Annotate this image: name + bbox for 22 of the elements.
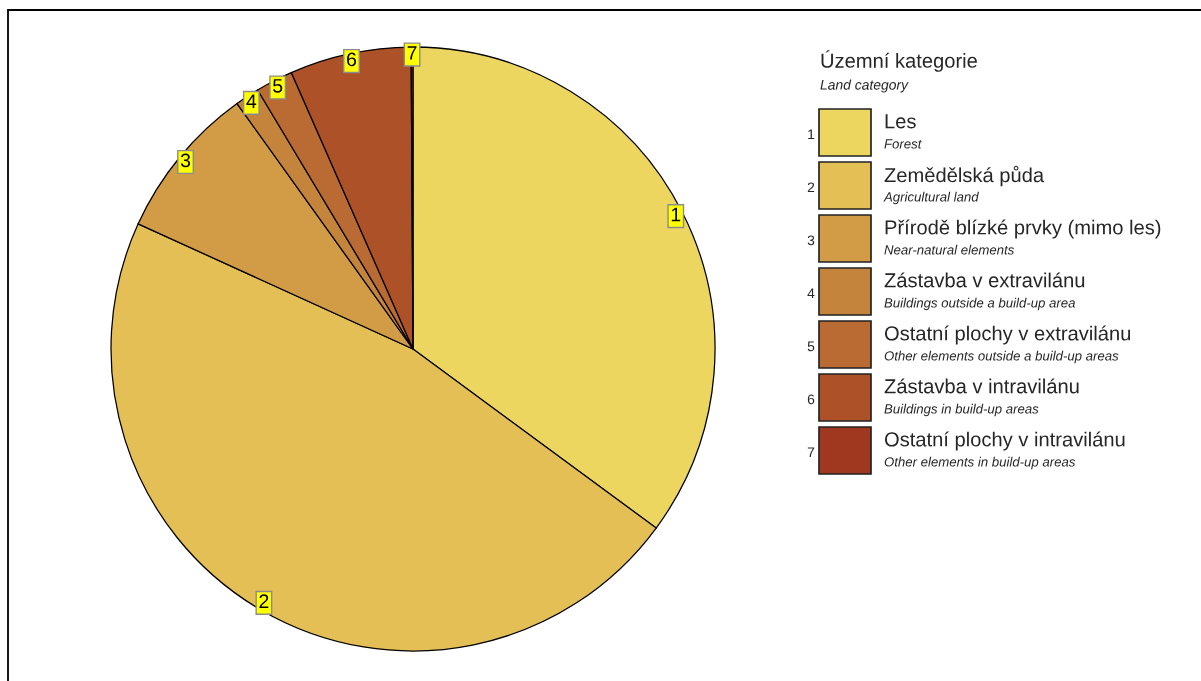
text: 4 — [246, 94, 257, 108]
text: 3 — [180, 153, 191, 168]
text: 3 — [807, 235, 815, 246]
legend-label: Přírodě blízké prvky (mimo les) Near-natural elements — [884, 219, 1161, 255]
text: 7 — [807, 447, 815, 458]
legend-label: Les Forest — [884, 114, 922, 149]
legend-label: Ostatní plochy v intravilánu Other elements in build-up areas — [884, 431, 1125, 470]
text: 7 — [407, 46, 417, 60]
text: 1 — [808, 129, 815, 140]
text: 2 — [807, 182, 815, 193]
text: 2 — [259, 594, 269, 608]
text: 5 — [807, 341, 815, 352]
legend-label: Ostatní plochy v extravilánu Other elements outside a build-up areas — [884, 325, 1131, 364]
legend-label: Zástavba v intravilánu Buildings in build-up areas — [884, 378, 1079, 417]
legend-label: Zemědělská půda Agricultural land — [883, 165, 1045, 205]
text: 5 — [273, 79, 283, 93]
text: 6 — [807, 394, 815, 405]
legend-title: Územní kategorie Land category — [820, 50, 977, 93]
text: 4 — [807, 288, 815, 299]
text: 6 — [347, 52, 357, 67]
text: 1 — [671, 207, 681, 222]
legend-label: Zástavba v extravilánu Buildings outside a build-up area — [884, 272, 1085, 311]
